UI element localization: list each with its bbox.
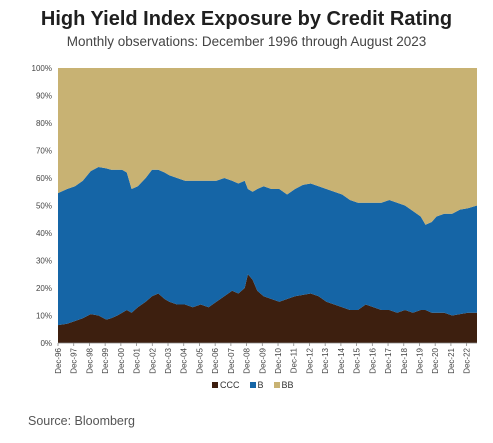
- x-tick-label: Dec-05: [195, 347, 204, 373]
- chart-subtitle: Monthly observations: December 1996 thro…: [66, 34, 427, 49]
- area-ccc: [58, 274, 477, 343]
- x-tick-label: Dec-12: [305, 347, 314, 373]
- x-tick-label: Dec-21: [447, 347, 456, 373]
- x-tick-label: Dec-16: [368, 347, 377, 373]
- legend-swatch-b: [249, 382, 256, 388]
- legend-item-b: B: [249, 380, 264, 390]
- y-tick-label: 70%: [36, 147, 52, 156]
- legend-label-bb: BB: [281, 380, 294, 390]
- area-b: [58, 167, 477, 326]
- source-note: Source: Bloomberg: [28, 414, 136, 428]
- y-tick-label: 80%: [36, 119, 52, 128]
- x-tick-label: Dec-09: [258, 347, 267, 373]
- chart-legend: CCC B BB: [212, 380, 294, 390]
- x-tick-label: Dec-03: [164, 347, 173, 373]
- y-tick-label: 30%: [36, 257, 52, 266]
- x-tick-label: Dec-22: [463, 347, 472, 373]
- x-tick-label: Dec-15: [353, 347, 362, 373]
- x-tick-label: Dec-97: [70, 347, 79, 373]
- legend-item-bb: BB: [273, 380, 294, 390]
- x-tick-label: Dec-18: [400, 347, 409, 373]
- x-tick-label: Dec-02: [148, 347, 157, 373]
- y-tick-label: 90%: [36, 92, 52, 101]
- x-tick-label: Dec-20: [431, 347, 440, 373]
- x-tick-label: Dec-13: [321, 347, 330, 373]
- legend-swatch-bb: [273, 382, 280, 388]
- chart-title: High Yield Index Exposure by Credit Rati…: [40, 8, 453, 30]
- y-tick-label: 50%: [36, 202, 52, 211]
- x-tick-label: Dec-96: [54, 347, 63, 373]
- legend-label-ccc: CCC: [220, 380, 240, 390]
- x-tick-label: Dec-98: [85, 347, 94, 373]
- x-tick-label: Dec-99: [101, 347, 110, 373]
- x-tick-label: Dec-07: [227, 347, 236, 373]
- x-tick-label: Dec-10: [274, 347, 283, 373]
- x-tick-label: Dec-00: [117, 347, 126, 373]
- y-tick-label: 100%: [32, 64, 52, 73]
- legend-item-ccc: CCC: [212, 380, 240, 390]
- y-tick-label: 60%: [36, 174, 52, 183]
- area-bb: [58, 68, 477, 225]
- legend-label-b: B: [257, 380, 264, 390]
- y-tick-label: 40%: [36, 229, 52, 238]
- x-tick-label: Dec-19: [415, 347, 424, 373]
- x-tick-label: Dec-17: [384, 347, 393, 373]
- x-tick-label: Dec-11: [290, 347, 299, 373]
- y-tick-label: 20%: [36, 284, 52, 293]
- legend-swatch-ccc: [212, 382, 218, 388]
- y-tick-label: 0%: [40, 339, 52, 348]
- x-tick-label: Dec-14: [337, 347, 346, 373]
- x-tick-label: Dec-01: [133, 347, 142, 373]
- x-tick-label: Dec-08: [243, 347, 252, 373]
- x-tick-label: Dec-04: [180, 347, 189, 373]
- x-tick-label: Dec-06: [211, 347, 220, 373]
- y-tick-label: 10%: [36, 312, 52, 321]
